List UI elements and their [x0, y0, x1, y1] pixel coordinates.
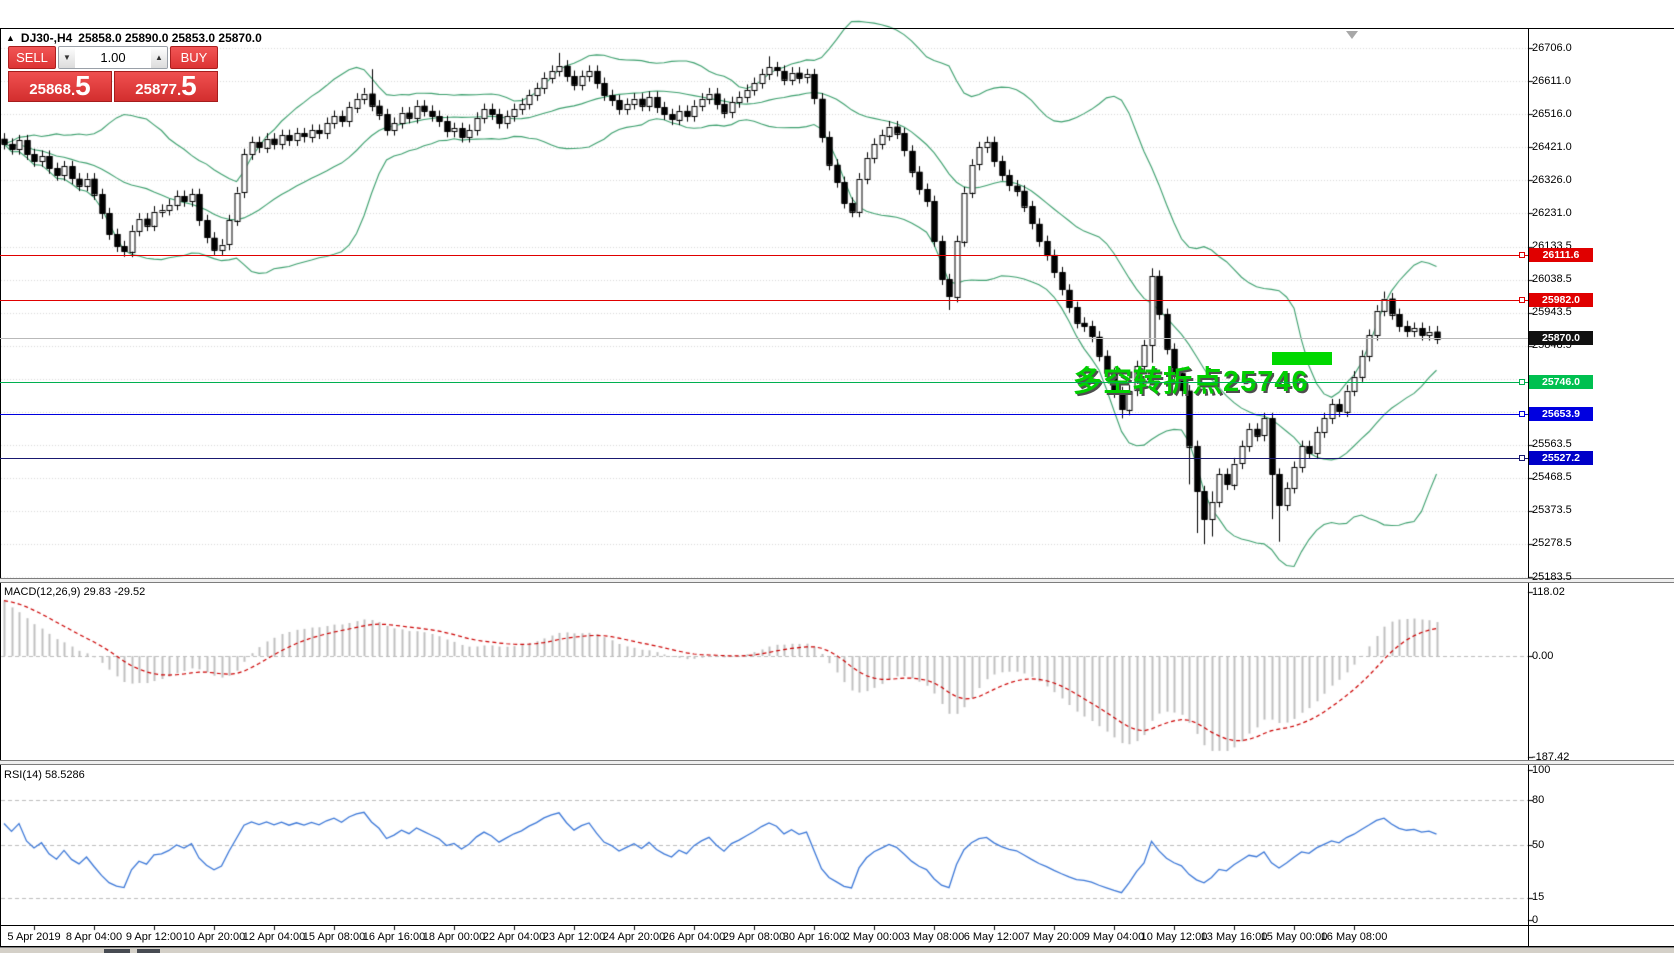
date-tick-label: 12 Apr 04:00: [242, 931, 306, 943]
status-block: [104, 949, 130, 953]
date-tick-label: 13 May 16:00: [1200, 931, 1268, 943]
level-anchor-icon[interactable]: [1519, 379, 1525, 385]
level-anchor-icon[interactable]: [1519, 455, 1525, 461]
sell-button[interactable]: SELL: [8, 46, 56, 69]
date-tick-label: 3 May 08:00: [903, 931, 965, 943]
buy-price-button[interactable]: 25877. 5: [114, 71, 218, 102]
status-bar: [0, 947, 1674, 953]
date-tick-label: 18 Apr 00:00: [422, 931, 486, 943]
level-line-25653.9[interactable]: [0, 414, 1528, 415]
price-tick-label: 25373.5: [1532, 504, 1572, 517]
one-click-collapse-icon[interactable]: ▲: [6, 33, 15, 43]
macd-label: MACD(12,26,9) 29.83 -29.52: [4, 586, 146, 598]
price-axis-border[interactable]: [1528, 28, 1529, 946]
price-level-label-26111.6[interactable]: 26111.6: [1529, 248, 1593, 262]
date-tick-label: 29 Apr 08:00: [722, 931, 786, 943]
buy-price-big: 5: [181, 70, 197, 101]
price-level-label-25527.2[interactable]: 25527.2: [1529, 451, 1593, 465]
level-line-25982.0[interactable]: [0, 300, 1528, 301]
level-anchor-icon[interactable]: [1519, 411, 1525, 417]
macd-tick-label: -187.42: [1532, 750, 1570, 763]
date-tick-label: 9 May 04:00: [1083, 931, 1145, 943]
chart-top-border: [0, 28, 1674, 29]
volume-control: ▼ ▲: [58, 46, 168, 69]
sell-price-dot: .: [70, 82, 76, 99]
price-tick-label: 26516.0: [1532, 107, 1572, 120]
date-tick-label: 22 Apr 04:00: [482, 931, 546, 943]
price-tick-label: 26706.0: [1532, 41, 1572, 54]
chart-shift-marker-icon[interactable]: [1346, 31, 1358, 39]
rsi-pane-separator[interactable]: [0, 760, 1674, 765]
price-tick-label: 26231.0: [1532, 206, 1572, 219]
chart-left-border: [0, 28, 1, 946]
buy-button[interactable]: BUY: [170, 46, 218, 69]
date-tick-label: 7 May 20:00: [1023, 931, 1085, 943]
date-tick-label: 16 May 08:00: [1320, 931, 1388, 943]
level-line-26111.6[interactable]: [0, 255, 1528, 256]
macd-pane-separator[interactable]: [0, 578, 1674, 583]
price-level-label-25870.0[interactable]: 25870.0: [1529, 331, 1593, 345]
level-anchor-icon[interactable]: [1519, 252, 1525, 258]
status-block: [137, 949, 160, 953]
volume-decrease-button[interactable]: ▼: [59, 47, 75, 68]
date-tick-label: 2 May 00:00: [843, 931, 905, 943]
date-tick-label: 9 Apr 12:00: [125, 931, 183, 943]
price-level-label-25746.0[interactable]: 25746.0: [1529, 375, 1593, 389]
date-tick-label: 16 Apr 16:00: [362, 931, 426, 943]
level-line-25870.0[interactable]: [0, 338, 1528, 339]
date-tick-label: 15 Apr 08:00: [302, 931, 366, 943]
annotation-text[interactable]: 多空转折点25746: [1073, 366, 1309, 398]
date-tick-label: 10 May 12:00: [1140, 931, 1208, 943]
rsi-tick-label: 100: [1532, 763, 1551, 776]
price-level-label-25653.9[interactable]: 25653.9: [1529, 407, 1593, 421]
date-tick-label: 8 Apr 04:00: [65, 931, 123, 943]
sell-price-big: 5: [75, 70, 91, 101]
rsi-tick-label: 50: [1532, 838, 1545, 851]
price-tick-label: 25278.5: [1532, 537, 1572, 550]
one-click-trading-panel: SELL ▼ ▲ BUY 25868.5 25877.5: [8, 46, 218, 102]
volume-increase-button[interactable]: ▲: [151, 47, 167, 68]
time-axis-border: [0, 925, 1674, 926]
rsi-tick-label: 15: [1532, 891, 1545, 903]
macd-tick-label: 118.02: [1532, 585, 1565, 598]
level-anchor-icon[interactable]: [1519, 297, 1525, 303]
sell-price-button[interactable]: 25868. 5: [8, 71, 112, 102]
price-tick-label: 26611.0: [1532, 74, 1571, 87]
price-tick-label: 25563.5: [1532, 438, 1572, 451]
level-line-25527.2[interactable]: [0, 458, 1528, 459]
price-tick-label: 26038.5: [1532, 273, 1572, 286]
date-tick-label: 30 Apr 16:00: [782, 931, 846, 943]
price-tick-label: 25468.5: [1532, 471, 1572, 484]
price-tick-label: 25183.5: [1532, 570, 1572, 583]
date-tick-label: 23 Apr 12:00: [542, 931, 606, 943]
date-tick-label: 10 Apr 20:00: [182, 931, 246, 943]
price-tick-label: 26326.0: [1532, 173, 1572, 186]
buy-price-dot: .: [176, 82, 182, 99]
level-line-25746.0[interactable]: [0, 382, 1528, 383]
price-tick-label: 25943.5: [1532, 306, 1572, 319]
date-tick-label: 5 Apr 2019: [7, 931, 61, 943]
date-tick-label: 24 Apr 20:00: [602, 931, 666, 943]
rsi-label: RSI(14) 58.5286: [4, 769, 85, 781]
date-tick-label: 6 May 12:00: [963, 931, 1025, 943]
buy-price-main: 25877: [135, 81, 177, 98]
price-level-label-25982.0[interactable]: 25982.0: [1529, 293, 1593, 307]
bottom-border: [0, 946, 1674, 947]
ohlc-values: 25858.0 25890.0 25853.0 25870.0: [78, 31, 262, 45]
date-tick-label: 26 Apr 04:00: [662, 931, 726, 943]
rsi-tick-label: 0: [1532, 913, 1539, 926]
annotation-highlight-rect[interactable]: [1272, 352, 1332, 365]
macd-tick-label: 0.00: [1532, 649, 1554, 662]
volume-input[interactable]: [75, 47, 151, 68]
date-tick-label: 15 May 00:00: [1260, 931, 1328, 943]
ohlc-info-line: ▲ DJ30-,H4 25858.0 25890.0 25853.0 25870…: [6, 31, 262, 45]
sell-price-main: 25868: [29, 81, 71, 98]
symbol-timeframe: DJ30-,H4: [20, 31, 73, 45]
rsi-tick-label: 80: [1532, 793, 1545, 806]
price-tick-label: 26421.0: [1532, 140, 1572, 153]
